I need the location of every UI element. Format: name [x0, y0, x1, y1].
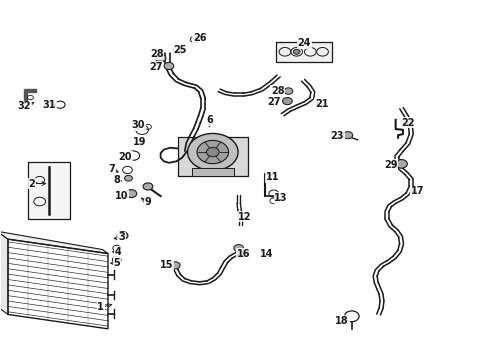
- Text: 25: 25: [173, 45, 186, 55]
- Text: 7: 7: [108, 164, 115, 174]
- Text: 13: 13: [274, 193, 287, 203]
- Circle shape: [173, 46, 183, 54]
- Circle shape: [126, 190, 137, 198]
- Circle shape: [293, 49, 300, 54]
- Text: 29: 29: [383, 160, 397, 170]
- Circle shape: [197, 140, 228, 164]
- Text: 28: 28: [270, 86, 284, 96]
- Text: 2: 2: [28, 179, 35, 189]
- Polygon shape: [0, 231, 108, 253]
- Circle shape: [395, 159, 407, 168]
- Text: 3: 3: [118, 232, 125, 242]
- Circle shape: [282, 98, 292, 105]
- Text: 10: 10: [115, 191, 128, 201]
- Circle shape: [170, 262, 180, 269]
- Text: 20: 20: [118, 152, 131, 162]
- Text: 32: 32: [17, 102, 31, 112]
- Text: 4: 4: [114, 247, 121, 257]
- Circle shape: [187, 134, 238, 171]
- Text: 17: 17: [410, 186, 424, 197]
- Text: 12: 12: [237, 212, 251, 221]
- Text: 24: 24: [297, 38, 310, 48]
- Text: 23: 23: [330, 131, 343, 141]
- Text: 18: 18: [335, 316, 348, 325]
- Circle shape: [233, 244, 243, 252]
- Text: 21: 21: [314, 99, 327, 109]
- Text: 14: 14: [259, 248, 273, 258]
- Text: 6: 6: [205, 115, 212, 125]
- Text: 8: 8: [113, 175, 120, 185]
- Text: 19: 19: [133, 138, 146, 147]
- Text: 28: 28: [150, 49, 163, 59]
- Circle shape: [342, 132, 352, 139]
- Text: 27: 27: [266, 97, 280, 107]
- Bar: [191, 168, 233, 176]
- Text: 22: 22: [400, 118, 414, 128]
- Polygon shape: [24, 89, 36, 103]
- Circle shape: [124, 175, 132, 181]
- Text: 31: 31: [42, 100, 56, 110]
- Circle shape: [112, 256, 121, 263]
- Circle shape: [143, 183, 153, 190]
- Polygon shape: [0, 231, 8, 315]
- Circle shape: [155, 54, 165, 62]
- Circle shape: [117, 231, 128, 239]
- Text: 27: 27: [149, 62, 162, 72]
- Circle shape: [206, 147, 219, 157]
- Text: 5: 5: [113, 258, 120, 268]
- Text: 30: 30: [131, 121, 144, 130]
- Bar: [177, 137, 247, 176]
- Text: 1: 1: [97, 302, 104, 312]
- Text: 15: 15: [160, 260, 173, 270]
- Circle shape: [284, 88, 292, 94]
- Text: 16: 16: [236, 248, 250, 258]
- Circle shape: [27, 95, 33, 100]
- Text: 9: 9: [144, 197, 151, 207]
- Bar: [276, 42, 331, 62]
- Text: 11: 11: [265, 172, 279, 182]
- Bar: [27, 162, 70, 220]
- Text: 26: 26: [192, 33, 206, 43]
- Circle shape: [163, 62, 173, 69]
